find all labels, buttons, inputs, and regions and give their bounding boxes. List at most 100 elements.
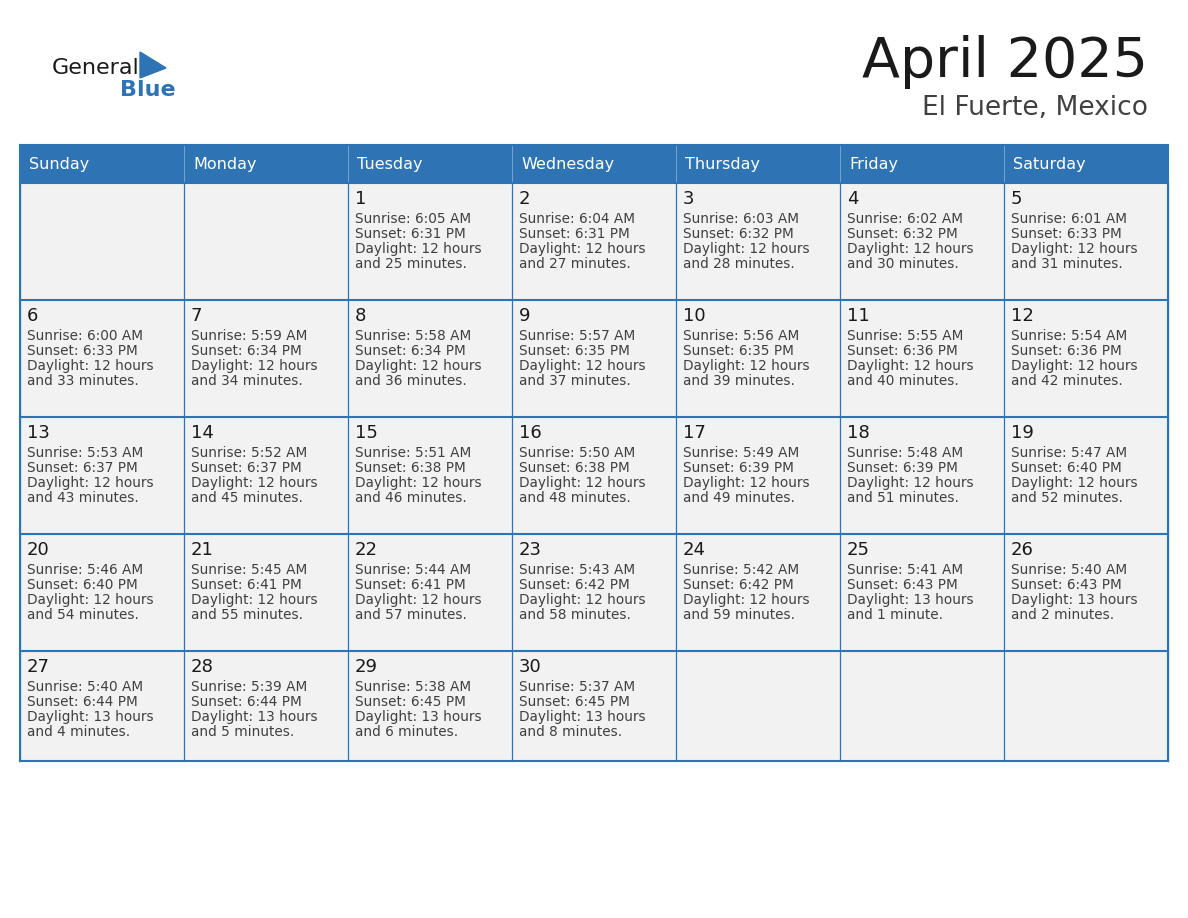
Text: Sunset: 6:43 PM: Sunset: 6:43 PM xyxy=(847,578,958,592)
Text: Daylight: 12 hours: Daylight: 12 hours xyxy=(847,476,974,490)
Text: Sunset: 6:37 PM: Sunset: 6:37 PM xyxy=(27,461,138,475)
Text: 15: 15 xyxy=(355,424,378,442)
Text: 4: 4 xyxy=(847,190,859,208)
Text: Daylight: 12 hours: Daylight: 12 hours xyxy=(1011,359,1138,373)
Text: Tuesday: Tuesday xyxy=(358,156,423,172)
Text: and 6 minutes.: and 6 minutes. xyxy=(355,725,459,739)
Text: Daylight: 13 hours: Daylight: 13 hours xyxy=(1011,593,1138,607)
Text: El Fuerte, Mexico: El Fuerte, Mexico xyxy=(922,95,1148,121)
Text: Sunrise: 6:00 AM: Sunrise: 6:00 AM xyxy=(27,329,143,343)
Text: Sunrise: 5:46 AM: Sunrise: 5:46 AM xyxy=(27,563,143,577)
Text: 21: 21 xyxy=(191,541,214,559)
Text: 17: 17 xyxy=(683,424,706,442)
Text: 26: 26 xyxy=(1011,541,1034,559)
Text: Sunset: 6:38 PM: Sunset: 6:38 PM xyxy=(355,461,466,475)
Text: and 27 minutes.: and 27 minutes. xyxy=(519,257,631,271)
Text: Daylight: 12 hours: Daylight: 12 hours xyxy=(355,242,481,256)
Text: and 58 minutes.: and 58 minutes. xyxy=(519,608,631,622)
Text: Sunset: 6:42 PM: Sunset: 6:42 PM xyxy=(683,578,794,592)
Bar xyxy=(20,534,1168,651)
Text: Sunset: 6:45 PM: Sunset: 6:45 PM xyxy=(519,695,630,709)
Text: 13: 13 xyxy=(27,424,50,442)
Text: and 36 minutes.: and 36 minutes. xyxy=(355,374,467,388)
Text: 28: 28 xyxy=(191,658,214,676)
Text: 11: 11 xyxy=(847,307,870,325)
Text: 5: 5 xyxy=(1011,190,1023,208)
Text: and 39 minutes.: and 39 minutes. xyxy=(683,374,795,388)
Text: Daylight: 12 hours: Daylight: 12 hours xyxy=(355,476,481,490)
Text: Sunset: 6:43 PM: Sunset: 6:43 PM xyxy=(1011,578,1121,592)
Text: and 49 minutes.: and 49 minutes. xyxy=(683,491,795,505)
Text: Sunrise: 6:02 AM: Sunrise: 6:02 AM xyxy=(847,212,963,226)
Text: and 57 minutes.: and 57 minutes. xyxy=(355,608,467,622)
Text: Daylight: 12 hours: Daylight: 12 hours xyxy=(355,593,481,607)
Text: and 54 minutes.: and 54 minutes. xyxy=(27,608,139,622)
Text: and 34 minutes.: and 34 minutes. xyxy=(191,374,303,388)
Text: Sunset: 6:39 PM: Sunset: 6:39 PM xyxy=(847,461,958,475)
Text: Sunset: 6:45 PM: Sunset: 6:45 PM xyxy=(355,695,466,709)
Text: Sunset: 6:31 PM: Sunset: 6:31 PM xyxy=(519,227,630,241)
Text: Sunrise: 5:51 AM: Sunrise: 5:51 AM xyxy=(355,446,472,460)
Text: and 28 minutes.: and 28 minutes. xyxy=(683,257,795,271)
Text: Daylight: 12 hours: Daylight: 12 hours xyxy=(847,359,974,373)
Text: Sunrise: 5:44 AM: Sunrise: 5:44 AM xyxy=(355,563,472,577)
Text: Friday: Friday xyxy=(849,156,898,172)
Text: 30: 30 xyxy=(519,658,542,676)
Text: Daylight: 12 hours: Daylight: 12 hours xyxy=(683,476,810,490)
Text: Daylight: 12 hours: Daylight: 12 hours xyxy=(27,359,153,373)
Text: and 2 minutes.: and 2 minutes. xyxy=(1011,608,1114,622)
Polygon shape xyxy=(140,52,166,78)
Text: Sunset: 6:40 PM: Sunset: 6:40 PM xyxy=(27,578,138,592)
Text: Sunset: 6:41 PM: Sunset: 6:41 PM xyxy=(191,578,302,592)
Text: Sunrise: 5:53 AM: Sunrise: 5:53 AM xyxy=(27,446,144,460)
Text: 6: 6 xyxy=(27,307,38,325)
Text: Saturday: Saturday xyxy=(1013,156,1086,172)
Text: and 1 minute.: and 1 minute. xyxy=(847,608,943,622)
Text: Monday: Monday xyxy=(192,156,257,172)
Bar xyxy=(20,300,1168,417)
Text: Daylight: 12 hours: Daylight: 12 hours xyxy=(191,593,317,607)
Text: Daylight: 13 hours: Daylight: 13 hours xyxy=(27,710,153,724)
Text: Sunset: 6:32 PM: Sunset: 6:32 PM xyxy=(683,227,794,241)
Text: Sunrise: 5:55 AM: Sunrise: 5:55 AM xyxy=(847,329,963,343)
Text: Sunrise: 5:50 AM: Sunrise: 5:50 AM xyxy=(519,446,636,460)
Text: Daylight: 13 hours: Daylight: 13 hours xyxy=(355,710,481,724)
Text: Sunrise: 5:47 AM: Sunrise: 5:47 AM xyxy=(1011,446,1127,460)
Text: Sunset: 6:33 PM: Sunset: 6:33 PM xyxy=(27,344,138,358)
Text: 16: 16 xyxy=(519,424,542,442)
Text: Sunset: 6:31 PM: Sunset: 6:31 PM xyxy=(355,227,466,241)
Text: Daylight: 13 hours: Daylight: 13 hours xyxy=(519,710,645,724)
Text: Sunrise: 5:56 AM: Sunrise: 5:56 AM xyxy=(683,329,800,343)
Text: Sunset: 6:39 PM: Sunset: 6:39 PM xyxy=(683,461,794,475)
Text: 27: 27 xyxy=(27,658,50,676)
Text: and 40 minutes.: and 40 minutes. xyxy=(847,374,959,388)
Text: Daylight: 12 hours: Daylight: 12 hours xyxy=(191,476,317,490)
Text: Sunrise: 5:48 AM: Sunrise: 5:48 AM xyxy=(847,446,963,460)
Text: Sunrise: 5:40 AM: Sunrise: 5:40 AM xyxy=(1011,563,1127,577)
Text: and 4 minutes.: and 4 minutes. xyxy=(27,725,131,739)
Text: and 43 minutes.: and 43 minutes. xyxy=(27,491,139,505)
Text: Sunset: 6:41 PM: Sunset: 6:41 PM xyxy=(355,578,466,592)
Text: and 46 minutes.: and 46 minutes. xyxy=(355,491,467,505)
Text: 10: 10 xyxy=(683,307,706,325)
Text: Sunrise: 5:37 AM: Sunrise: 5:37 AM xyxy=(519,680,636,694)
Text: 3: 3 xyxy=(683,190,695,208)
Text: and 5 minutes.: and 5 minutes. xyxy=(191,725,295,739)
Text: 24: 24 xyxy=(683,541,706,559)
Text: Daylight: 12 hours: Daylight: 12 hours xyxy=(191,359,317,373)
Text: Sunset: 6:37 PM: Sunset: 6:37 PM xyxy=(191,461,302,475)
Text: Daylight: 12 hours: Daylight: 12 hours xyxy=(847,242,974,256)
Text: and 37 minutes.: and 37 minutes. xyxy=(519,374,631,388)
Text: and 45 minutes.: and 45 minutes. xyxy=(191,491,303,505)
Text: Sunrise: 5:59 AM: Sunrise: 5:59 AM xyxy=(191,329,308,343)
Text: and 48 minutes.: and 48 minutes. xyxy=(519,491,631,505)
Text: Sunset: 6:34 PM: Sunset: 6:34 PM xyxy=(355,344,466,358)
Text: Daylight: 13 hours: Daylight: 13 hours xyxy=(847,593,974,607)
Text: Daylight: 12 hours: Daylight: 12 hours xyxy=(355,359,481,373)
Text: Daylight: 12 hours: Daylight: 12 hours xyxy=(1011,242,1138,256)
Text: and 51 minutes.: and 51 minutes. xyxy=(847,491,959,505)
Text: and 25 minutes.: and 25 minutes. xyxy=(355,257,467,271)
Bar xyxy=(20,145,1168,183)
Text: Daylight: 12 hours: Daylight: 12 hours xyxy=(1011,476,1138,490)
Text: Sunrise: 5:45 AM: Sunrise: 5:45 AM xyxy=(191,563,308,577)
